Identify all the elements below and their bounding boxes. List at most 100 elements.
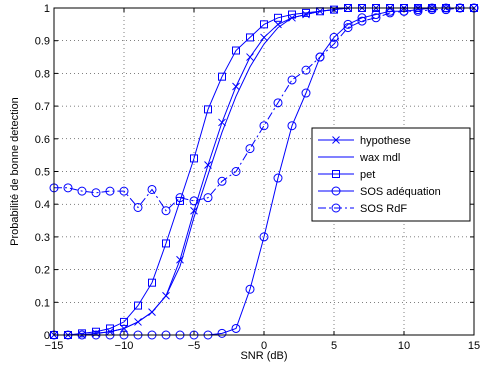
legend-label: SOS RdF [360,203,407,215]
circle-marker [357,16,367,26]
circle-marker [371,10,381,20]
x-marker [246,53,254,61]
y-tick-label: 0.1 [35,297,50,309]
circle-marker [329,32,339,42]
circle-marker [273,173,283,183]
legend-label: wax mdl [359,152,400,164]
circle-marker [301,65,311,75]
circle-marker [77,186,87,196]
circle-marker [343,23,353,33]
circle-marker [343,19,353,29]
square-marker [288,10,296,19]
x-marker [260,33,268,42]
square-marker [232,46,240,55]
circle-marker [301,88,311,98]
legend-item: SOS adéquation [318,186,441,198]
x-tick-label: −5 [188,340,201,352]
circle-marker [217,328,227,338]
circle-marker [273,98,283,108]
circle-marker [175,193,185,203]
circle-marker [371,13,381,23]
circle-marker [133,202,143,212]
x-tick-label: −10 [115,340,134,352]
ticks: −15 −10 −5 0 5 10 15 0 0.1 0.2 0.3 0.4 0.5 0.6 0.7 0.8 0… [35,3,480,352]
circle-marker [63,183,73,193]
legend-label: hypothese [360,135,411,147]
circle-marker [217,176,227,186]
y-tick-label: 0.9 [35,36,50,48]
legend-item: SOS RdF [318,203,407,215]
square-marker [134,301,142,310]
y-tick-label: 0.5 [35,167,50,179]
legend-label: pet [360,169,375,181]
circle-marker [287,121,297,131]
legend-item: wax mdl [318,152,400,164]
circle-marker [385,8,395,18]
square-marker [148,278,156,287]
circle-marker [357,13,367,23]
grid [54,8,474,335]
square-marker [120,317,128,326]
x-marker [274,20,282,29]
square-marker [162,239,170,248]
square-marker [204,105,212,114]
square-marker [332,170,340,178]
circle-marker [147,184,157,194]
x-axis-label: SNR (dB) [240,350,287,362]
square-marker [106,324,114,333]
y-tick-label: 0.7 [35,101,50,113]
x-marker [232,82,240,91]
y-tick-label: 0.3 [35,232,50,244]
circle-marker [231,323,241,333]
circle-marker [441,5,451,15]
circle-marker [245,284,255,294]
x-tick-label: 5 [331,340,337,352]
x-tick-label: 0 [261,340,267,352]
square-marker [260,20,268,29]
square-marker [330,5,338,14]
y-tick-label: 0.8 [35,68,50,80]
circle-marker [119,186,129,196]
circle-marker [427,5,437,15]
circle-marker [245,144,255,154]
y-tick-label: 0.2 [35,265,50,277]
square-marker [190,154,198,163]
circle-marker [329,39,339,49]
x-marker [190,206,198,215]
circle-marker [189,196,199,206]
y-axis-label: Probabilité de bonne detection [9,97,21,246]
circle-marker [231,167,241,176]
circle-marker [203,193,213,203]
x-marker [204,161,212,169]
square-marker [302,8,310,17]
circle-marker [399,6,409,16]
square-marker [246,33,254,42]
x-tick-label: −15 [45,340,64,352]
circle-marker [331,186,341,196]
circle-marker [287,75,297,85]
y-tick-label: 0 [44,330,50,342]
circle-marker [161,206,171,216]
circle-marker [315,52,325,62]
legend-item: pet [318,169,375,181]
circle-marker [259,121,269,131]
x-tick-label: 15 [468,340,480,352]
legend-item: hypothese [318,135,411,147]
legend: hypothese wax mdl pet SOS adéquation SOS RdF [311,127,471,222]
circle-marker [91,188,101,198]
y-tick-label: 0.6 [35,134,50,146]
y-tick-label: 0.4 [35,199,50,211]
square-marker [218,72,226,81]
x-marker [332,136,340,144]
x-marker [218,118,226,127]
circle-marker [331,203,341,213]
circle-marker [413,6,423,16]
square-marker [274,13,282,22]
circle-marker [259,232,269,242]
square-marker [176,196,184,205]
legend-label: SOS adéquation [360,186,441,198]
x-tick-label: 10 [398,340,410,352]
y-tick-label: 1 [44,3,50,15]
circle-marker [105,186,115,196]
